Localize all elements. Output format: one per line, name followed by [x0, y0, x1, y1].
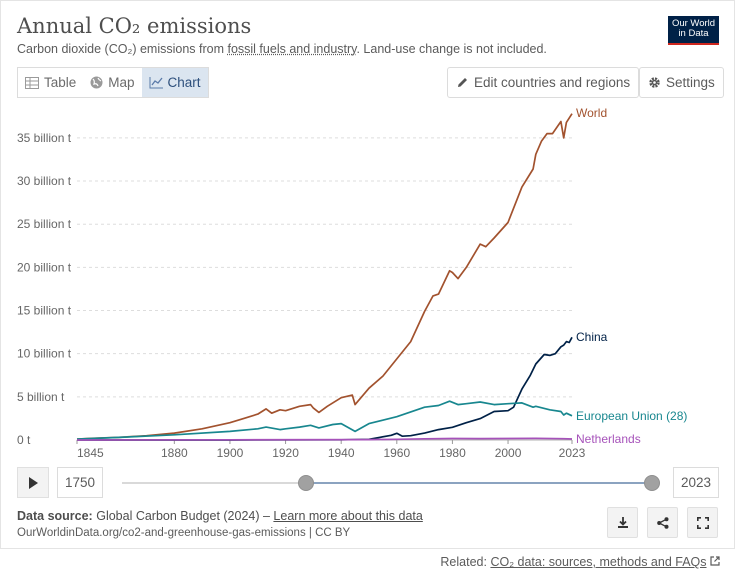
y-tick-label: 35 billion t: [17, 131, 72, 145]
expand-icon: [696, 516, 709, 529]
subtitle-link[interactable]: fossil fuels and industry: [227, 42, 357, 56]
chart-subtitle: Carbon dioxide (CO₂) emissions from foss…: [17, 42, 547, 56]
x-tick-label: 1845: [77, 446, 104, 460]
timeline-start-year[interactable]: 1750: [57, 467, 103, 498]
owid-logo[interactable]: Our World in Data: [668, 16, 719, 45]
chart-title: Annual CO₂ emissions: [17, 14, 252, 38]
y-tick-label: 30 billion t: [17, 174, 72, 188]
tab-map[interactable]: Map: [83, 68, 141, 97]
source-url: OurWorldinData.org/co2-and-greenhouse-ga…: [17, 527, 351, 539]
external-link-icon: [710, 556, 720, 566]
x-tick-label: 2000: [495, 446, 522, 460]
series-label[interactable]: China: [576, 330, 608, 344]
x-tick-label: 1940: [328, 446, 355, 460]
x-tick-label: 1880: [161, 446, 188, 460]
x-tick-label: 1980: [439, 446, 466, 460]
gear-icon: [649, 77, 660, 88]
download-icon: [617, 516, 628, 528]
play-button[interactable]: [17, 467, 49, 498]
y-tick-label: 25 billion t: [17, 217, 72, 231]
share-button[interactable]: [647, 507, 678, 538]
x-tick-label: 1920: [272, 446, 299, 460]
y-tick-label: 20 billion t: [17, 260, 72, 274]
tab-table[interactable]: Table: [18, 68, 83, 97]
series-line-netherlands[interactable]: [76, 437, 573, 441]
view-tabs: Table Map Chart: [17, 67, 209, 98]
settings-button[interactable]: Settings: [639, 67, 724, 98]
edit-countries-button[interactable]: Edit countries and regions: [447, 67, 640, 98]
y-tick-label: 5 billion t: [17, 390, 65, 404]
x-tick-label: 1960: [383, 446, 410, 460]
related-link: Related: CO₂ data: sources, methods and …: [440, 555, 720, 569]
series-label[interactable]: Netherlands: [576, 432, 641, 446]
globe-icon: [90, 76, 103, 89]
line-chart-icon: [149, 76, 163, 88]
x-tick-label: 2023: [559, 446, 586, 460]
play-icon: [29, 476, 38, 489]
download-button[interactable]: [607, 507, 638, 538]
timeline-selected-range: [306, 482, 652, 484]
data-source: Data source: Global Carbon Budget (2024)…: [17, 509, 423, 523]
chart-frame: [0, 0, 735, 549]
fullscreen-button[interactable]: [687, 507, 718, 538]
timeline-end-year[interactable]: 2023: [673, 467, 719, 498]
line-chart: 0 t 5 billion t 10 billion t 15 billion t 20…: [17, 106, 687, 460]
timeline-end-handle[interactable]: [644, 475, 660, 491]
y-tick-label: 10 billion t: [17, 347, 72, 361]
learn-more-link[interactable]: Learn more about this data: [273, 509, 423, 523]
y-tick-label: 0 t: [17, 433, 31, 447]
x-tick-label: 1900: [217, 446, 244, 460]
pencil-icon: [458, 78, 467, 87]
series-line-china[interactable]: [77, 336, 573, 441]
share-icon: [656, 516, 668, 529]
tab-chart[interactable]: Chart: [141, 68, 208, 97]
y-tick-label: 15 billion t: [17, 304, 72, 318]
table-icon: [25, 76, 39, 89]
series-line-world[interactable]: [76, 113, 573, 440]
related-faq-link[interactable]: CO₂ data: sources, methods and FAQs: [490, 555, 707, 569]
series-label[interactable]: World: [576, 106, 607, 120]
series-label[interactable]: European Union (28): [576, 409, 687, 423]
timeline-start-handle[interactable]: [298, 475, 315, 491]
series-line-european-union-28[interactable]: [76, 400, 573, 440]
